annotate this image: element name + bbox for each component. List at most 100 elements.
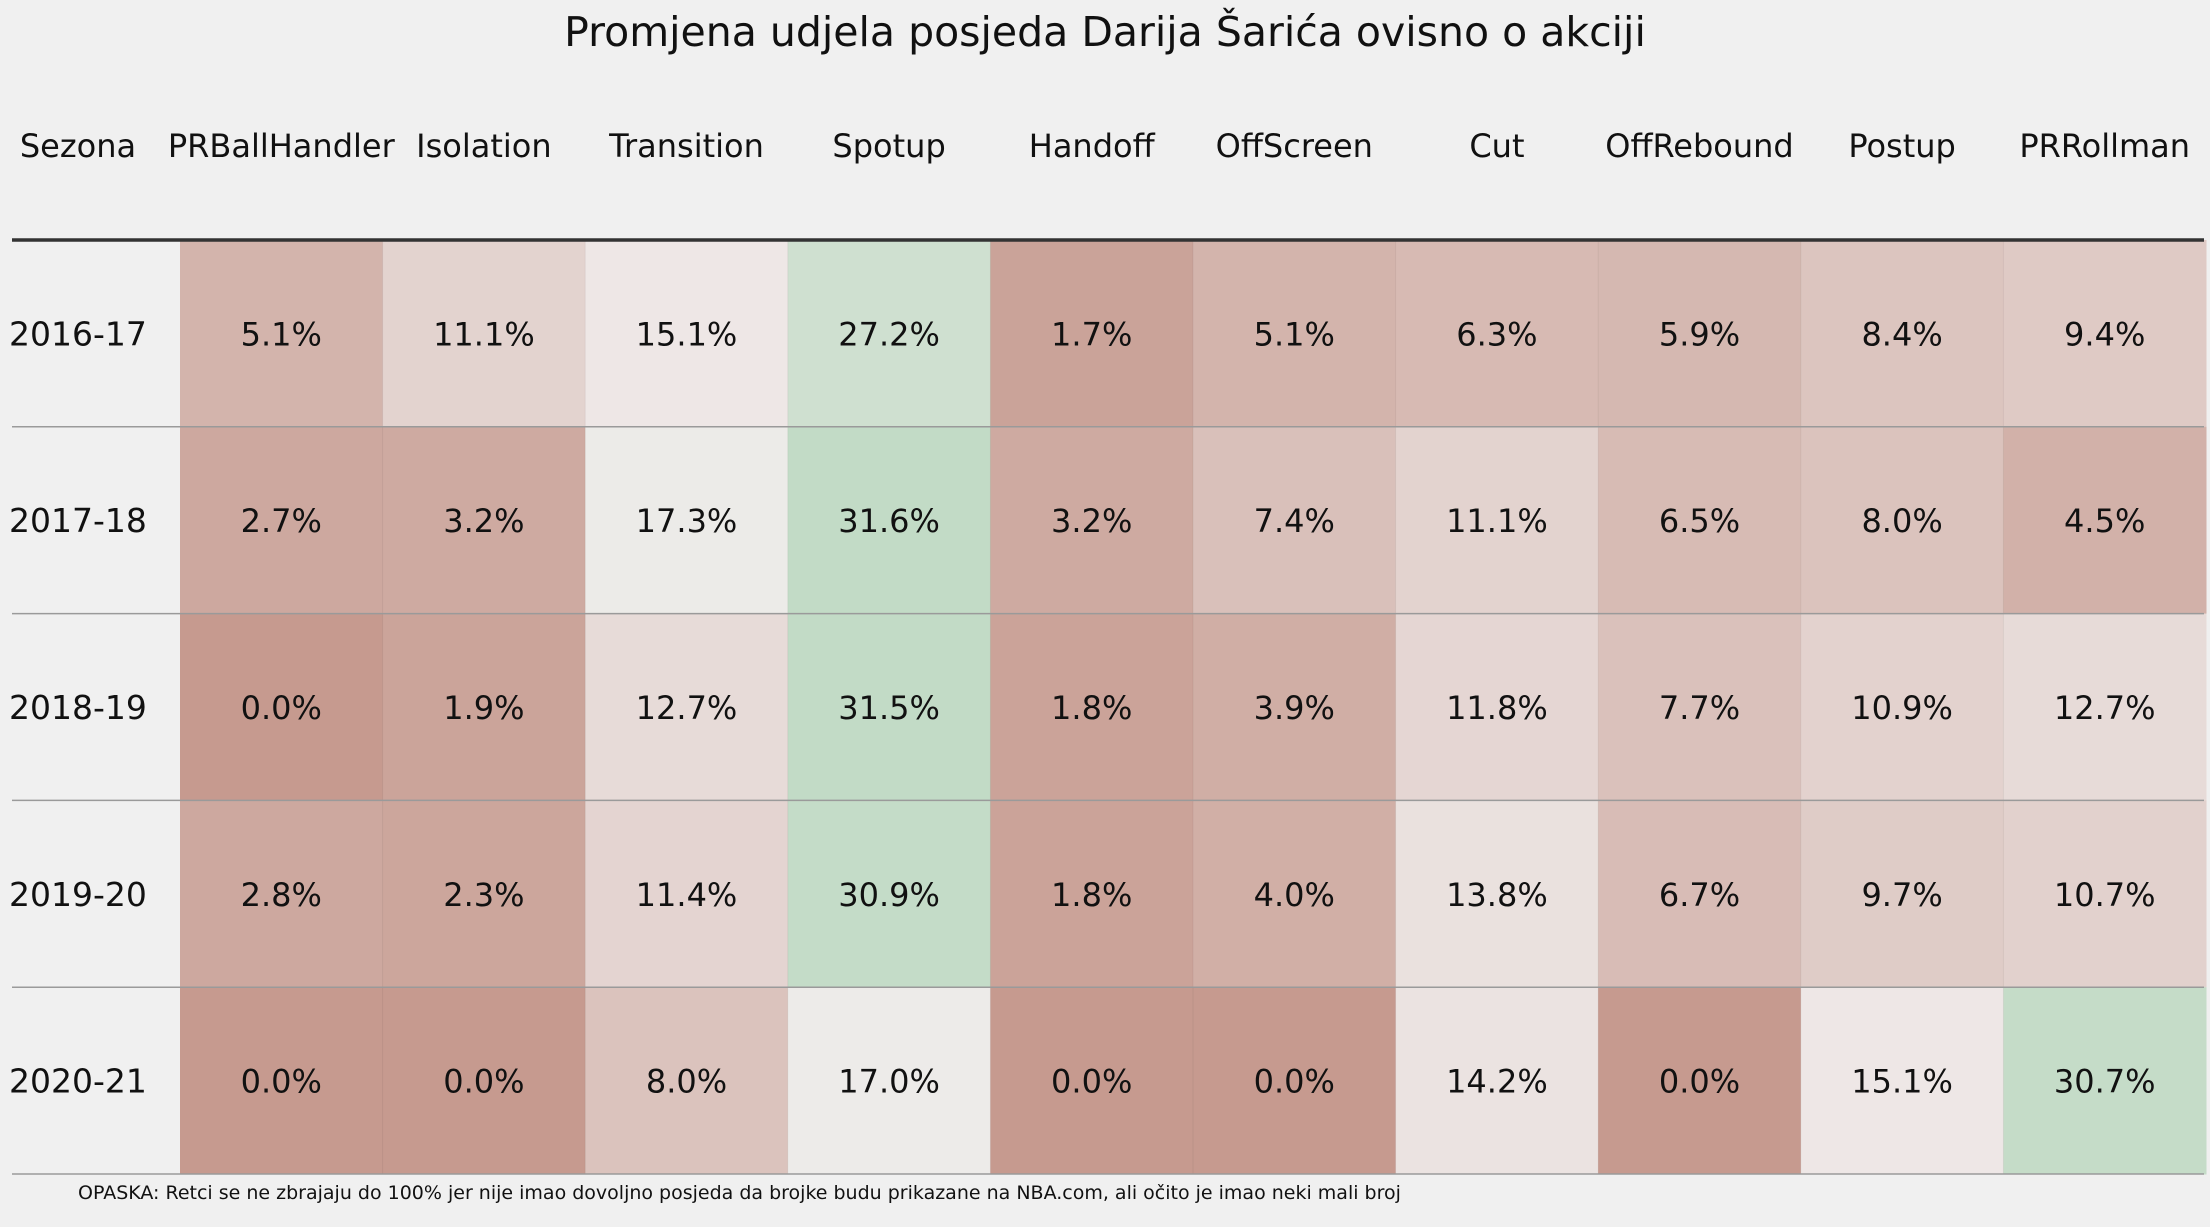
- column-header-label: PRBallHandler: [168, 127, 396, 165]
- heatmap-cell: [1800, 426, 2004, 615]
- cell-value-label: 8.4%: [1861, 315, 1942, 353]
- heatmap-cell: [2003, 426, 2207, 615]
- cell-value-label: 17.0%: [838, 1063, 940, 1101]
- row-label: 2018-19: [9, 688, 147, 727]
- heatmap-cell: [382, 613, 586, 801]
- heatmap-cell: [787, 240, 991, 428]
- column-header-label: OffScreen: [1216, 127, 1373, 165]
- heatmap-cell: [990, 800, 1194, 988]
- cell-value-label: 2.7%: [241, 502, 322, 540]
- cell-value-label: 5.1%: [1254, 315, 1335, 353]
- column-header-label: Spotup: [832, 127, 945, 165]
- heatmap-cell: [180, 987, 384, 1175]
- heatmap-cell: [1395, 613, 1599, 801]
- cell-value-label: 11.1%: [1446, 502, 1548, 540]
- cell-value-label: 6.3%: [1456, 315, 1537, 353]
- row-label: 2016-17: [9, 314, 147, 353]
- cell-value-label: 1.9%: [443, 689, 524, 727]
- column-header-label: PRRollman: [2019, 127, 2190, 165]
- heatmap-cell: [1193, 426, 1397, 615]
- cell-value-label: 31.6%: [838, 502, 940, 540]
- cell-value-label: 31.5%: [838, 689, 940, 727]
- cell-value-label: 15.1%: [636, 315, 738, 353]
- heatmap-cell: [1395, 240, 1599, 428]
- cell-value-label: 27.2%: [838, 315, 940, 353]
- cell-value-label: 2.8%: [241, 876, 322, 914]
- cell-value-label: 11.1%: [433, 315, 535, 353]
- cell-value-label: 8.0%: [646, 1063, 727, 1101]
- cell-value-label: 0.0%: [1659, 1063, 1740, 1101]
- row-label: 2019-20: [9, 875, 147, 914]
- heatmap-cell: [1193, 987, 1397, 1175]
- row-label: 2020-21: [9, 1062, 147, 1101]
- cell-value-label: 7.7%: [1659, 689, 1740, 727]
- heatmap-cell: [787, 800, 991, 988]
- cell-value-label: 10.9%: [1851, 689, 1953, 727]
- cell-value-label: 9.4%: [2064, 315, 2145, 353]
- heatmap-cell: [1598, 800, 1802, 988]
- heatmap-cell: [1395, 800, 1599, 988]
- cell-value-label: 0.0%: [1254, 1063, 1335, 1101]
- cell-value-label: 12.7%: [2054, 689, 2156, 727]
- cell-value-label: 1.7%: [1051, 315, 1132, 353]
- heatmap-cell: [585, 987, 789, 1175]
- heatmap-cell: [990, 426, 1194, 615]
- heatmap-cell: [585, 426, 789, 615]
- heatmap-cell: [1800, 987, 2004, 1175]
- heatmap-cell: [2003, 613, 2207, 801]
- cell-value-label: 6.5%: [1659, 502, 1740, 540]
- cell-value-label: 13.8%: [1446, 876, 1548, 914]
- cell-value-label: 3.9%: [1254, 689, 1335, 727]
- heatmap-cell: [180, 800, 384, 988]
- heatmap-cell: [1800, 613, 2004, 801]
- cell-value-label: 6.7%: [1659, 876, 1740, 914]
- heatmap-cell: [1193, 240, 1397, 428]
- cell-value-label: 3.2%: [1051, 502, 1132, 540]
- cell-value-label: 3.2%: [443, 502, 524, 540]
- heatmap-cell: [1395, 987, 1599, 1175]
- heatmap-cell: [2003, 987, 2207, 1175]
- cell-value-label: 11.4%: [636, 876, 738, 914]
- column-header-label: Cut: [1469, 127, 1524, 165]
- heatmap-cell: [180, 426, 384, 615]
- heatmap-cell: [382, 800, 586, 988]
- heatmap-cell: [990, 987, 1194, 1175]
- heatmap-cell: [1193, 613, 1397, 801]
- cell-value-label: 30.9%: [838, 876, 940, 914]
- heatmap-cell: [1800, 800, 2004, 988]
- cell-value-label: 17.3%: [636, 502, 738, 540]
- cell-value-label: 5.1%: [241, 315, 322, 353]
- column-header-label: OffRebound: [1605, 127, 1793, 165]
- heatmap-cell: [585, 613, 789, 801]
- heatmap-cell: [1598, 613, 1802, 801]
- heatmap-cell: [990, 240, 1194, 428]
- cell-value-label: 9.7%: [1861, 876, 1942, 914]
- heatmap-cell: [2003, 800, 2207, 988]
- heatmap-cell: [1598, 426, 1802, 615]
- cell-value-label: 0.0%: [443, 1063, 524, 1101]
- heatmap-cell: [1193, 800, 1397, 988]
- cell-value-label: 4.0%: [1254, 876, 1335, 914]
- cell-value-label: 0.0%: [1051, 1063, 1132, 1101]
- heatmap-cell: [1395, 426, 1599, 615]
- heatmap-cell: [585, 800, 789, 988]
- row-label: 2017-18: [9, 501, 147, 540]
- cell-value-label: 4.5%: [2064, 502, 2145, 540]
- heatmap-cell: [787, 987, 991, 1175]
- chart-title: Promjena udjela posjeda Darija Šarića ov…: [564, 8, 1646, 56]
- cell-value-label: 15.1%: [1851, 1063, 1953, 1101]
- cell-value-label: 7.4%: [1254, 502, 1335, 540]
- cell-value-label: 10.7%: [2054, 876, 2156, 914]
- cell-value-label: 11.8%: [1446, 689, 1548, 727]
- cell-value-label: 14.2%: [1446, 1063, 1548, 1101]
- cell-value-label: 0.0%: [241, 1063, 322, 1101]
- heatmap-cell: [787, 426, 991, 615]
- heatmap-cell: [585, 240, 789, 428]
- cell-value-label: 30.7%: [2054, 1063, 2156, 1101]
- heatmap-cell: [180, 613, 384, 801]
- cell-value-label: 1.8%: [1051, 876, 1132, 914]
- heatmap-cell: [2003, 240, 2207, 428]
- heatmap-cell: [1598, 987, 1802, 1175]
- heatmap-cell: [1598, 240, 1802, 428]
